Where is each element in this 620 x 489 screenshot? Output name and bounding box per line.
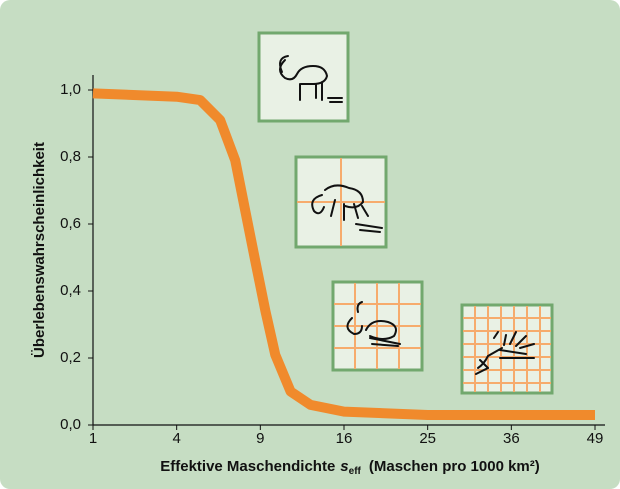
x-label-text: Effektive Maschendichte [160,458,335,475]
y-tick-label: 1,0 [60,81,81,98]
x-label-subscript: eff [349,466,362,477]
x-axis-label: Effektive Maschendichte seff (Maschen pro … [160,458,540,477]
icon-grid-7 [460,303,554,395]
x-tick-label: 4 [172,430,180,447]
x-tick-label: 25 [419,430,436,447]
icon-grid-4 [331,280,424,372]
x-tick-label: 49 [587,430,604,447]
x-label-unit: (Maschen pro 1000 km²) [369,458,540,475]
x-tick-label: 36 [503,430,520,447]
y-axis-label: Überlebenswahrscheinlichkeit [31,142,48,358]
x-tick-label: 9 [256,430,264,447]
x-label-symbol: s [340,458,348,475]
y-tick-label: 0,4 [60,282,81,299]
x-tick-label: 16 [336,430,353,447]
x-tick-label: 1 [89,430,97,447]
survival-curve [92,88,595,420]
y-tick-label: 0,2 [60,349,81,366]
icon-grid-2 [294,155,388,249]
icon-no-grid [257,31,350,123]
y-tick-label: 0,8 [60,148,81,165]
y-tick-label: 0,0 [60,416,81,433]
y-tick-label: 0,6 [60,215,81,232]
